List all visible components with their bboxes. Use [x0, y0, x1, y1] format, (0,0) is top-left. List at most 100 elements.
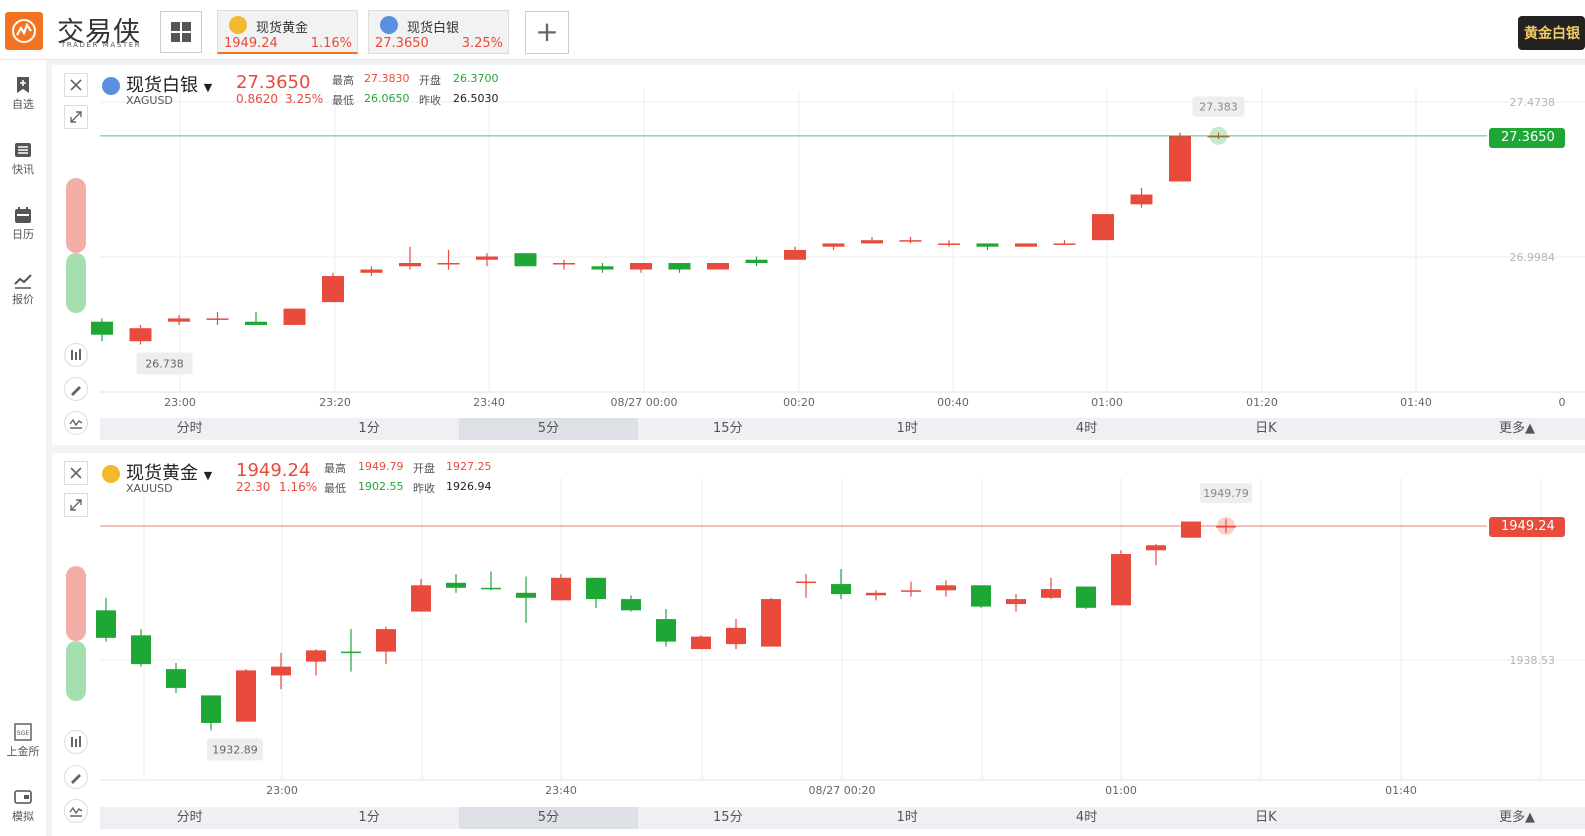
price-change: 22.30	[236, 480, 271, 494]
candle-body	[621, 599, 641, 611]
current-price-glow	[1209, 126, 1228, 145]
x-axis-tick-label: 08/27 00:00	[611, 396, 678, 409]
sidebar-item-news[interactable]: 快讯	[0, 141, 46, 177]
tab-timeframe-1m[interactable]: 1分	[358, 810, 380, 825]
tab-timeframe-4h[interactable]: 4时	[1075, 810, 1098, 825]
sidebar-item-calendar[interactable]: 日历	[0, 206, 46, 242]
candle-body	[866, 592, 886, 596]
silver-coin-icon	[380, 16, 398, 34]
indicator-tool-button[interactable]	[64, 343, 88, 367]
tab-gold[interactable]: 现货黄金 1949.24 1.16%	[217, 10, 358, 54]
sidebar-item-simulate[interactable]: 模拟	[0, 788, 46, 824]
candle-body	[516, 592, 536, 598]
app-subtitle: TRADER MASTER	[61, 41, 142, 49]
add-tab-button[interactable]: +	[525, 11, 569, 54]
candle-body	[129, 328, 152, 342]
symbol-code: XAUUSD	[126, 482, 173, 495]
candle-body	[1111, 554, 1131, 606]
promo-banner[interactable]: 黄金白银	[1518, 16, 1585, 50]
candle-body	[91, 321, 113, 335]
tab-timeframe-4h[interactable]: 4时	[1075, 421, 1098, 436]
wallet-icon	[14, 790, 32, 804]
current-price-glow	[1217, 517, 1235, 535]
candle-body	[1006, 599, 1026, 605]
sidebar-item-label: 自选	[12, 98, 34, 111]
symbol-name[interactable]: 现货白银 ▼	[126, 75, 213, 96]
tab-timeframe-1m[interactable]: 1分	[358, 421, 380, 436]
price-change: 0.8620	[236, 92, 278, 106]
draw-tool-button[interactable]	[64, 765, 88, 789]
x-axis-tick-label: 23:00	[164, 396, 196, 409]
candle-body	[341, 651, 361, 654]
tab-timeframe-1h[interactable]: 1时	[896, 421, 918, 436]
layout-grid-button[interactable]	[160, 11, 202, 53]
candle-body	[553, 262, 575, 265]
candle-body	[938, 243, 960, 245]
tab-silver[interactable]: 现货白银 27.3650 3.25%	[368, 10, 509, 54]
tab-timeframe-day[interactable]: 日K	[1255, 421, 1277, 436]
min-price-marker: 1932.89	[212, 743, 258, 756]
pencil-icon	[71, 386, 81, 396]
expand-chart-button[interactable]	[64, 105, 88, 129]
close-icon	[70, 467, 82, 479]
candle-body	[901, 590, 921, 592]
candle-body	[166, 669, 186, 688]
dropdown-caret-icon: ▼	[203, 469, 213, 482]
tab-timeframe-1h[interactable]: 1时	[896, 810, 918, 825]
sub-indicator-button[interactable]	[64, 799, 88, 823]
x-axis-tick-label: 0	[1559, 396, 1566, 409]
candlestick-chart-gold[interactable]: 1938.53 23:00 23:40 08/27 00:20 01:00 01:40 19…	[52, 453, 1585, 803]
open-label: 开盘	[419, 74, 441, 87]
timeframe-bar: 分时 1分 5分 15分 1时 4时 日K 更多▲	[100, 418, 1585, 440]
indicator-tool-button[interactable]	[64, 730, 88, 754]
candlestick-chart-silver[interactable]: 27.4738 26.9984 23:00 23:20 23:40 08/27 00:00…	[52, 65, 1585, 415]
tab-gold-change: 1.16%	[310, 36, 352, 51]
sidebar-item-sge[interactable]: SGE 上金所	[0, 723, 46, 759]
tab-timeframe-more[interactable]: 更多▲	[1499, 810, 1535, 825]
candle-body	[168, 318, 190, 322]
tab-timeframe-line[interactable]: 分时	[176, 421, 203, 436]
candle-body	[201, 695, 221, 723]
candle-body	[668, 262, 691, 270]
tab-timeframe-15m[interactable]: 15分	[713, 810, 743, 825]
close-chart-button[interactable]	[64, 73, 88, 97]
tab-silver-name: 现货白银	[407, 21, 460, 36]
candle-body	[96, 610, 116, 638]
tab-timeframe-5m[interactable]: 5分	[458, 807, 639, 829]
candle-body	[306, 650, 326, 662]
x-axis-tick-label: 01:00	[1105, 784, 1137, 797]
logo-icon	[5, 12, 43, 50]
timeframe-bar: 分时 1分 5分 15分 1时 4时 日K 更多▲	[100, 807, 1585, 829]
x-axis-tick-label: 01:40	[1385, 784, 1417, 797]
candle-body	[656, 619, 676, 642]
sidebar-item-label: 快讯	[12, 163, 34, 176]
candle-body	[322, 276, 344, 303]
sub-indicator-button[interactable]	[64, 411, 88, 435]
x-axis-tick-label: 01:20	[1246, 396, 1278, 409]
tab-gold-name: 现货黄金	[256, 21, 309, 36]
close-chart-button[interactable]	[64, 461, 88, 485]
tab-timeframe-more[interactable]: 更多▲	[1499, 421, 1535, 436]
price-change-pct: 3.25%	[285, 92, 324, 106]
expand-chart-button[interactable]	[64, 493, 88, 517]
sidebar-item-watchlist[interactable]: 自选	[0, 76, 46, 112]
current-price-tag: 1949.24	[1489, 517, 1565, 537]
tab-timeframe-15m[interactable]: 15分	[713, 421, 743, 436]
low-value: 1902.55	[358, 480, 404, 493]
open-label: 开盘	[413, 462, 435, 475]
draw-tool-button[interactable]	[64, 377, 88, 401]
close-icon	[70, 79, 82, 91]
tab-timeframe-5m[interactable]: 5分	[458, 418, 639, 440]
high-value: 1949.79	[358, 460, 404, 473]
price-change-pct: 1.16%	[279, 480, 318, 494]
sidebar-item-label: 报价	[12, 293, 34, 306]
svg-text:SGE: SGE	[17, 730, 29, 737]
candle-body	[726, 627, 746, 645]
candle-body	[206, 318, 229, 320]
candle-body	[831, 584, 851, 595]
tab-timeframe-line[interactable]: 分时	[176, 810, 203, 825]
tab-timeframe-day[interactable]: 日K	[1255, 810, 1277, 825]
candle-body	[514, 253, 537, 267]
sidebar-item-quotes[interactable]: 报价	[0, 271, 46, 307]
symbol-name[interactable]: 现货黄金 ▼	[126, 463, 213, 484]
